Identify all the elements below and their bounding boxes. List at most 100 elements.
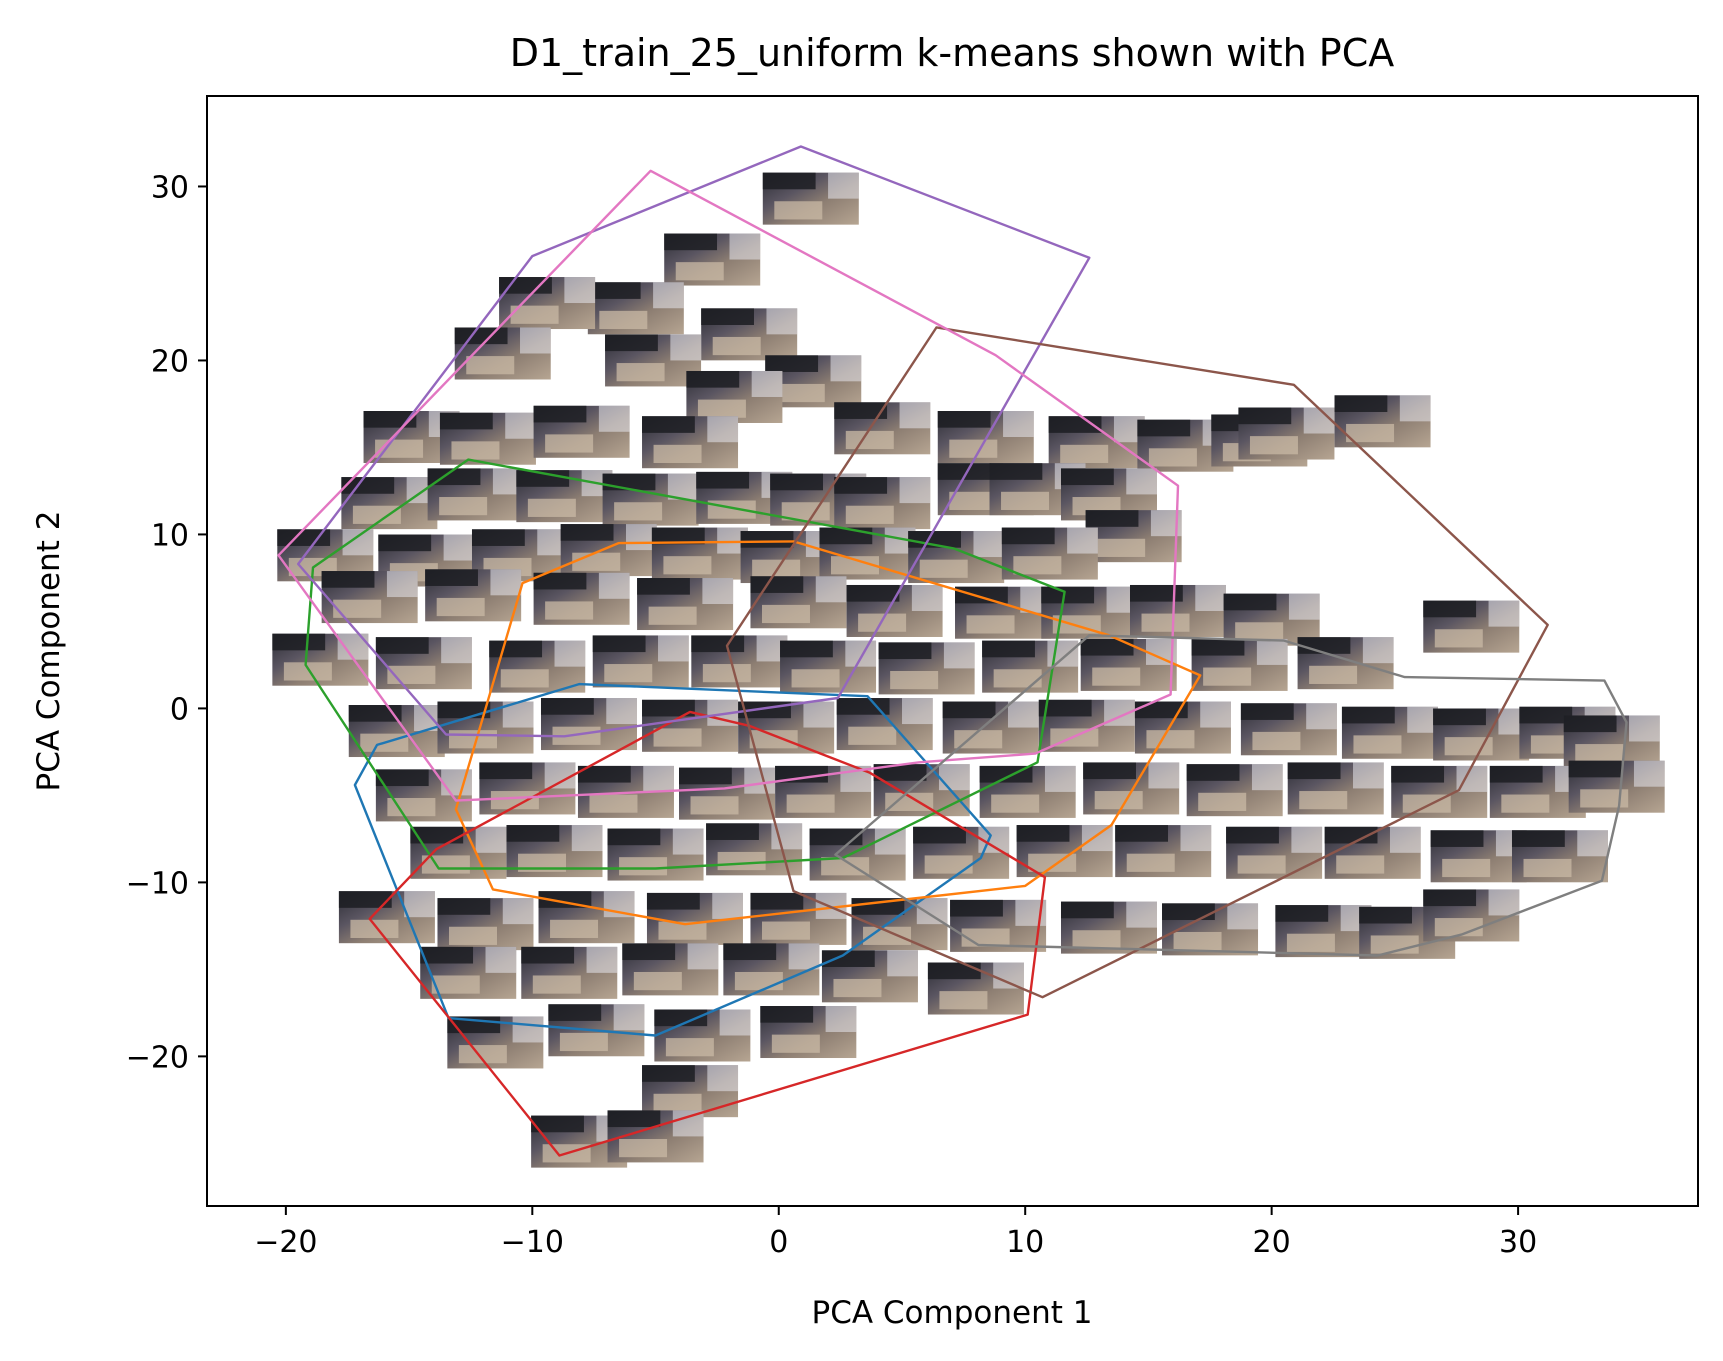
thumbnail-point [1162,903,1259,956]
thumbnail-point [1423,889,1520,942]
thumbnail-point [1430,830,1527,883]
thumbnail-point [1223,593,1320,646]
x-tick-label: −10 [501,1225,564,1260]
thumbnail-point [908,531,1005,584]
thumbnail-point [691,635,788,688]
x-axis: −20 −10 0 10 20 30 [254,1206,1537,1260]
y-tick-label: 10 [151,518,189,553]
thumbnail-point [607,1110,704,1163]
thumbnail-point [479,762,576,815]
thumbnail-point [637,578,734,631]
thumbnail-point [348,705,445,758]
thumbnail-point [1134,701,1231,754]
thumbnail-point [425,569,522,622]
thumbnail-point [1129,584,1226,637]
cluster-hull-8 [834,634,1628,957]
thumbnail-point [1391,765,1488,818]
thumbnail-point [420,946,517,999]
x-tick-label: −20 [254,1225,317,1260]
thumbnail-point [927,962,1024,1015]
thumbnail-point [375,637,472,690]
thumbnail-point [836,698,933,751]
x-tick-label: 30 [1499,1225,1537,1260]
thumbnail-point [1191,638,1288,691]
thumbnail-point [1016,825,1113,878]
thumbnail-point [592,635,689,688]
thumbnail-point [1275,905,1372,958]
thumbnail-point [489,640,586,693]
y-tick-label: −10 [126,866,189,901]
y-tick-label: 30 [151,170,189,205]
thumbnail-point [651,527,748,580]
thumbnail-point [982,640,1079,693]
thumbnail-point [605,334,702,387]
thumbnail-point [427,468,524,521]
y-tick-label: −20 [126,1040,189,1075]
thumbnail-point [1240,703,1337,756]
thumbnail-point [577,765,674,818]
chart-title: D1_train_25_uniform k-means shown with P… [510,31,1395,75]
thumbnail-point [775,765,872,818]
thumbnail-point [750,576,847,629]
cluster-hull-4 [368,710,1047,1157]
thumbnail-point [607,828,704,881]
thumbnail-point [642,699,739,752]
thumbnail-point [819,527,916,580]
thumbnail-point [942,701,1039,754]
y-tick-label: 20 [151,344,189,379]
cluster-hull-layer [277,145,1628,1157]
thumbnail-point [1433,708,1530,761]
thumbnail-point [1115,825,1212,878]
thumbnail-point [846,584,943,637]
thumbnail-point [1324,826,1421,879]
thumbnail-point [686,370,783,423]
thumbnail-point [1287,762,1384,815]
thumbnail-point [654,1009,751,1062]
thumbnail-point [679,767,776,820]
thumbnail-point [1423,600,1520,653]
thumbnail-point [375,769,472,822]
thumbnail-point [1238,407,1335,460]
thumbnail-point [1297,637,1394,690]
thumbnail-point [1085,510,1182,563]
thumbnail-point [437,701,534,754]
cluster-hull-5 [297,145,1091,738]
plot-frame [206,95,1699,1207]
thumbnail-point [760,1006,857,1059]
thumbnail-point [499,277,596,330]
x-axis-label: PCA Component 1 [812,1295,1093,1331]
thumbnail-point [1038,699,1135,752]
thumbnail-point [1060,901,1157,954]
thumbnail-point [642,416,739,469]
thumbnail-point [1511,830,1608,883]
thumbnail-point [538,891,635,944]
thumbnail-point [410,826,507,879]
thumbnail-point [533,405,630,458]
thumbnail-point [321,571,418,624]
thumbnail-point [809,828,906,881]
thumbnail-point [750,892,847,945]
thumbnail-point [723,943,820,996]
thumbnail-point [1226,826,1323,879]
thumbnail-point [1048,416,1145,469]
cluster-hull-6 [725,326,1549,999]
cluster-hull-2 [454,540,1202,926]
thumbnail-point [878,642,975,695]
thumbnail-point [937,411,1034,464]
thumbnail-point [602,473,699,526]
cluster-hull-7 [277,169,1180,802]
thumbnail-point [851,898,948,951]
cluster-hull-3 [304,458,1066,870]
thumbnail-point [587,282,684,335]
thumbnail-point [762,172,859,225]
x-tick-label: 20 [1253,1225,1291,1260]
thumbnail-point [706,823,803,876]
thumbnail-point [560,524,657,577]
thumbnail-point [272,633,369,686]
thumbnail-point [642,1065,739,1118]
x-tick-label: 10 [1006,1225,1044,1260]
thumbnail-point [439,412,536,465]
y-axis: −20 −10 0 10 20 30 [126,170,207,1075]
thumbnail-point [1341,706,1438,759]
